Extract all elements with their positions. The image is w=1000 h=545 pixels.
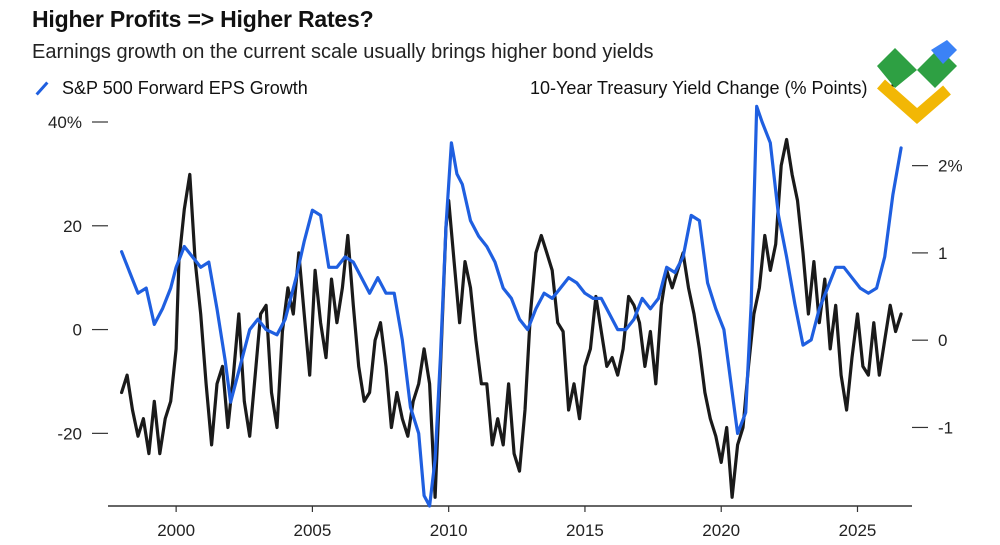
x-tick-label: 2010 [430,521,468,540]
legend-label-eps: S&P 500 Forward EPS Growth [62,78,308,98]
right-tick-label: -1 [938,418,953,437]
chart-subtitle: Earnings growth on the current scale usu… [32,41,654,63]
x-tick-label: 2025 [839,521,877,540]
x-tick-label: 2000 [157,521,195,540]
left-tick-label: 40% [48,113,82,132]
chart-title: Higher Profits => Higher Rates? [32,6,374,32]
right-tick-label: 1 [938,244,947,263]
left-tick-label: 20 [63,217,82,236]
right-tick-label: 0 [938,331,947,350]
legend-label-yield: 10-Year Treasury Yield Change (% Points) [530,78,868,98]
x-tick-label: 2015 [566,521,604,540]
left-tick-label: 0 [73,321,82,340]
series-line-yield-change [120,137,903,499]
x-tick-label: 2020 [702,521,740,540]
legend-item-yield: 10-Year Treasury Yield Change (% Points) [530,78,898,99]
left-tick-label: -20 [57,424,82,443]
brand-logo-icon [877,40,957,124]
series-line-eps-growth [120,104,903,508]
x-tick-label: 2005 [293,521,331,540]
right-tick-label: 2% [938,157,963,176]
legend-item-eps: S&P 500 Forward EPS Growth [34,78,308,99]
